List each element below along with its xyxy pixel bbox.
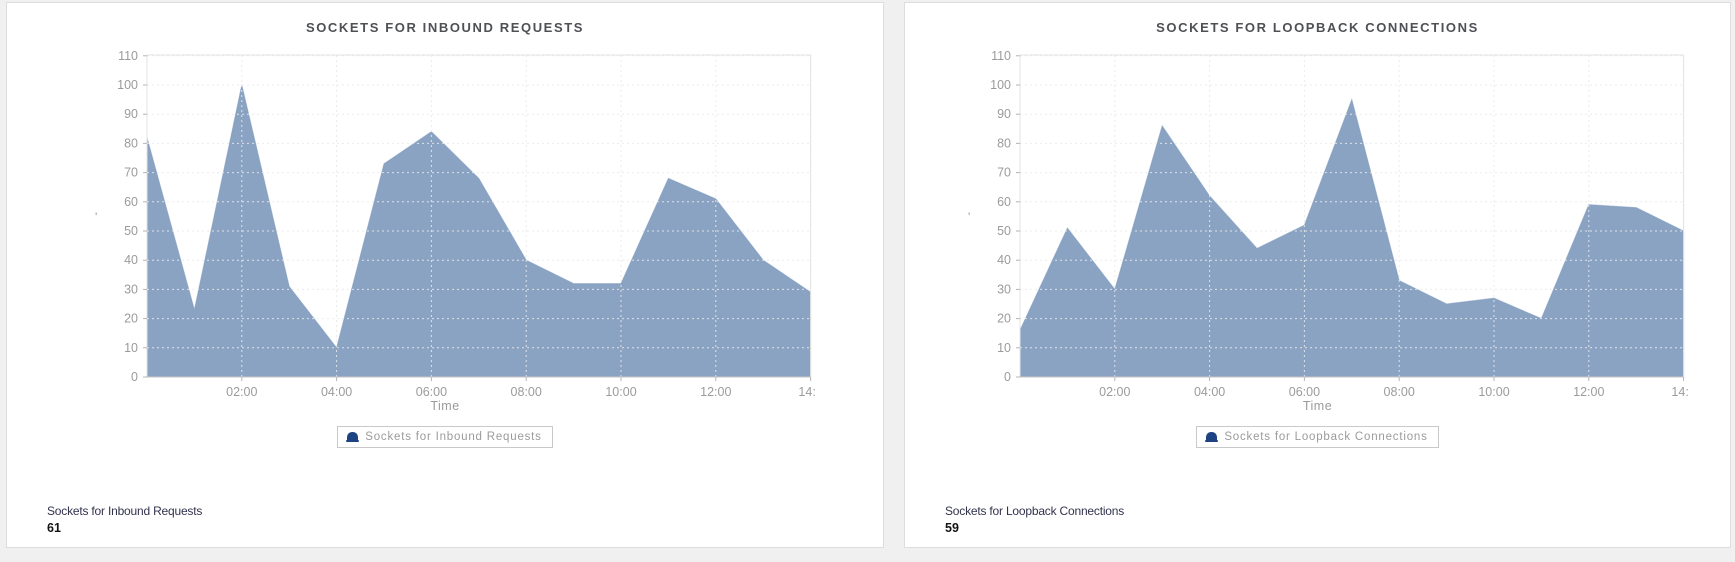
- svg-text:08:00: 08:00: [511, 385, 542, 399]
- svg-text:20: 20: [124, 312, 138, 326]
- legend-label: Sockets for Loopback Connections: [1224, 431, 1428, 443]
- svg-text:50: 50: [124, 224, 138, 238]
- svg-text:0: 0: [1004, 370, 1011, 384]
- svg-text:10:00: 10:00: [1478, 385, 1509, 399]
- legend: Sockets for Loopback Connections: [905, 426, 1730, 448]
- chart-title: SOCKETS FOR INBOUND REQUESTS: [305, 20, 585, 35]
- svg-text:14:0: 14:0: [1671, 385, 1688, 399]
- footer-metric-value: 59: [945, 521, 959, 535]
- svg-text:04:00: 04:00: [1193, 385, 1224, 399]
- svg-text:30: 30: [997, 282, 1011, 296]
- svg-text:12:00: 12:00: [1573, 385, 1604, 399]
- loopback-area-chart: 0 10 20 30 40 50 60 70 80 90 100 110 02:00 04:00 06:00…: [968, 49, 1688, 399]
- svg-text:100: 100: [990, 78, 1011, 92]
- svg-text:10: 10: [997, 341, 1011, 355]
- svg-text:14:0: 14:0: [798, 385, 815, 399]
- svg-text:10:00: 10:00: [605, 385, 636, 399]
- svg-text:02:00: 02:00: [1099, 385, 1130, 399]
- svg-text:30: 30: [124, 282, 138, 296]
- svg-text:': ': [95, 210, 97, 224]
- svg-text:60: 60: [124, 195, 138, 209]
- legend: Sockets for Inbound Requests: [7, 426, 883, 448]
- svg-text:06:00: 06:00: [1288, 385, 1319, 399]
- svg-text:02:00: 02:00: [226, 385, 257, 399]
- svg-text:12:00: 12:00: [700, 385, 731, 399]
- footer-metric-label: Sockets for Inbound Requests: [47, 504, 203, 518]
- svg-text:90: 90: [997, 107, 1011, 121]
- inbound-area-chart: 0 10 20 30 40 50 60 70 80 90 100 110 02:00 04:00 06:00…: [95, 49, 815, 399]
- svg-text:70: 70: [997, 166, 1011, 180]
- svg-text:': ': [968, 210, 970, 224]
- svg-text:100: 100: [117, 78, 138, 92]
- svg-text:80: 80: [124, 136, 138, 150]
- svg-text:06:00: 06:00: [416, 385, 447, 399]
- svg-text:0: 0: [131, 370, 138, 384]
- chart-canvas-wrap: 0 10 20 30 40 50 60 70 80 90 100 110 02:00 04:00 06:00…: [905, 43, 1730, 403]
- x-axis-title: Time: [1302, 399, 1333, 413]
- svg-text:08:00: 08:00: [1383, 385, 1414, 399]
- inbound-sockets-widget: SOCKETS FOR INBOUND REQUESTS 0 10 20 30 40 50…: [6, 2, 884, 548]
- x-axis-title: Time: [430, 399, 460, 413]
- svg-text:110: 110: [991, 49, 1011, 63]
- dashboard-row: SOCKETS FOR INBOUND REQUESTS 0 10 20 30 40 50…: [6, 2, 1731, 548]
- bell-icon: [1205, 432, 1219, 442]
- svg-text:60: 60: [997, 195, 1011, 209]
- loopback-sockets-widget: SOCKETS FOR LOOPBACK CONNECTIONS 0 10 20 30…: [904, 2, 1731, 548]
- svg-text:20: 20: [997, 312, 1011, 326]
- svg-text:70: 70: [124, 166, 138, 180]
- svg-text:90: 90: [124, 107, 138, 121]
- bell-icon: [346, 432, 360, 442]
- legend-item[interactable]: Sockets for Inbound Requests: [337, 426, 553, 448]
- chart-title: SOCKETS FOR LOOPBACK CONNECTIONS: [1156, 20, 1479, 35]
- svg-text:110: 110: [118, 49, 138, 63]
- legend-item[interactable]: Sockets for Loopback Connections: [1196, 426, 1439, 448]
- svg-text:04:00: 04:00: [321, 385, 352, 399]
- footer-metric-label: Sockets for Loopback Connections: [945, 504, 1125, 518]
- svg-text:10: 10: [124, 341, 138, 355]
- svg-text:40: 40: [997, 253, 1011, 267]
- footer-metric: Sockets for Inbound Requests 61: [47, 504, 202, 535]
- svg-text:40: 40: [124, 253, 138, 267]
- footer-metric-value: 61: [47, 521, 61, 535]
- legend-label: Sockets for Inbound Requests: [365, 431, 542, 443]
- svg-text:50: 50: [997, 224, 1011, 238]
- svg-text:80: 80: [997, 136, 1011, 150]
- chart-canvas-wrap: 0 10 20 30 40 50 60 70 80 90 100 110 02:00 04:00 06:00…: [7, 43, 883, 403]
- footer-metric: Sockets for Loopback Connections 59: [945, 504, 1124, 535]
